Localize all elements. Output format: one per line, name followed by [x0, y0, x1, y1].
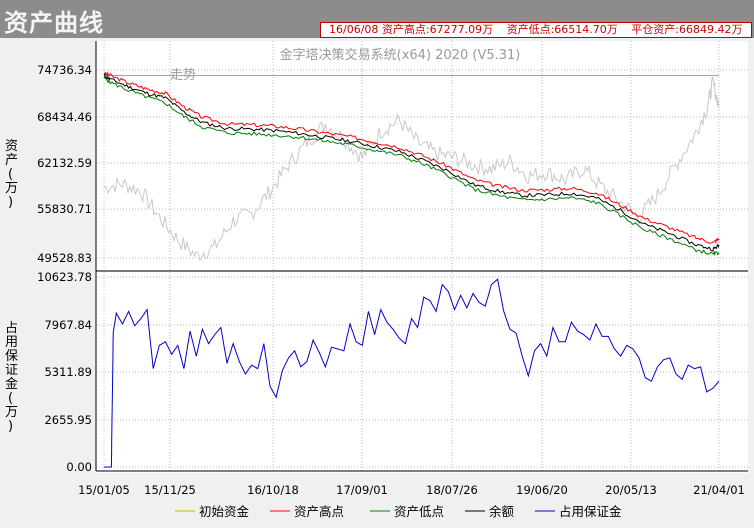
legend-label-2: 资产低点	[394, 504, 444, 519]
y-tick-lower-4: 0.00	[66, 460, 92, 474]
y-tick-lower-2: 5311.89	[44, 365, 92, 379]
y-axis-name-upper: 资产(万)	[5, 139, 18, 210]
y-tick-upper-1: 68434.46	[37, 110, 92, 124]
legend-label-4: 占用保证金	[559, 504, 622, 519]
x-tick-1: 15/11/25	[144, 483, 196, 497]
legend-label-3: 余额	[489, 504, 515, 519]
info-peak-date: 16/06/08 资产高点:67277.09万	[329, 23, 494, 36]
x-tick-2: 16/10/18	[247, 483, 299, 497]
y-tick-upper-0: 74736.34	[37, 63, 92, 77]
x-tick-6: 20/05/13	[605, 483, 657, 497]
y-tick-lower-0: 10623.78	[37, 270, 92, 284]
y-tick-lower-3: 2655.95	[44, 413, 92, 427]
y-axis-name-lower: 占用保证金(万)	[5, 321, 18, 434]
x-tick-5: 19/06/20	[516, 483, 568, 497]
lower-plot-area	[96, 272, 748, 473]
x-tick-7: 21/04/01	[693, 483, 745, 497]
series-asset-high-line	[103, 70, 720, 245]
info-close: 平仓资产:66849.42万	[631, 23, 743, 36]
system-name-watermark: 金字塔决策交易系统(x64) 2020 (V5.31)	[280, 47, 521, 63]
y-tick-lower-1: 7967.84	[44, 318, 92, 332]
series-margin-line	[104, 278, 720, 468]
window-title: 资产曲线	[4, 9, 104, 37]
y-tick-upper-3: 55830.71	[37, 202, 92, 216]
x-tick-3: 17/09/01	[336, 483, 388, 497]
series-balance-line	[103, 73, 720, 252]
series-asset-low-line	[103, 75, 720, 256]
upper-plot-area	[96, 41, 748, 270]
x-tick-4: 18/07/26	[426, 483, 478, 497]
info-box: 16/06/08 资产高点:67277.09万 资产低点:66514.70万 平…	[320, 22, 752, 38]
y-tick-upper-2: 62132.59	[37, 156, 92, 170]
info-low: 资产低点:66514.70万	[506, 23, 618, 36]
legend-label-0: 初始资金	[199, 504, 250, 519]
x-tick-0: 15/01/05	[78, 483, 130, 497]
y-tick-upper-4: 49528.83	[37, 251, 92, 265]
legend-label-1: 资产高点	[294, 504, 344, 519]
